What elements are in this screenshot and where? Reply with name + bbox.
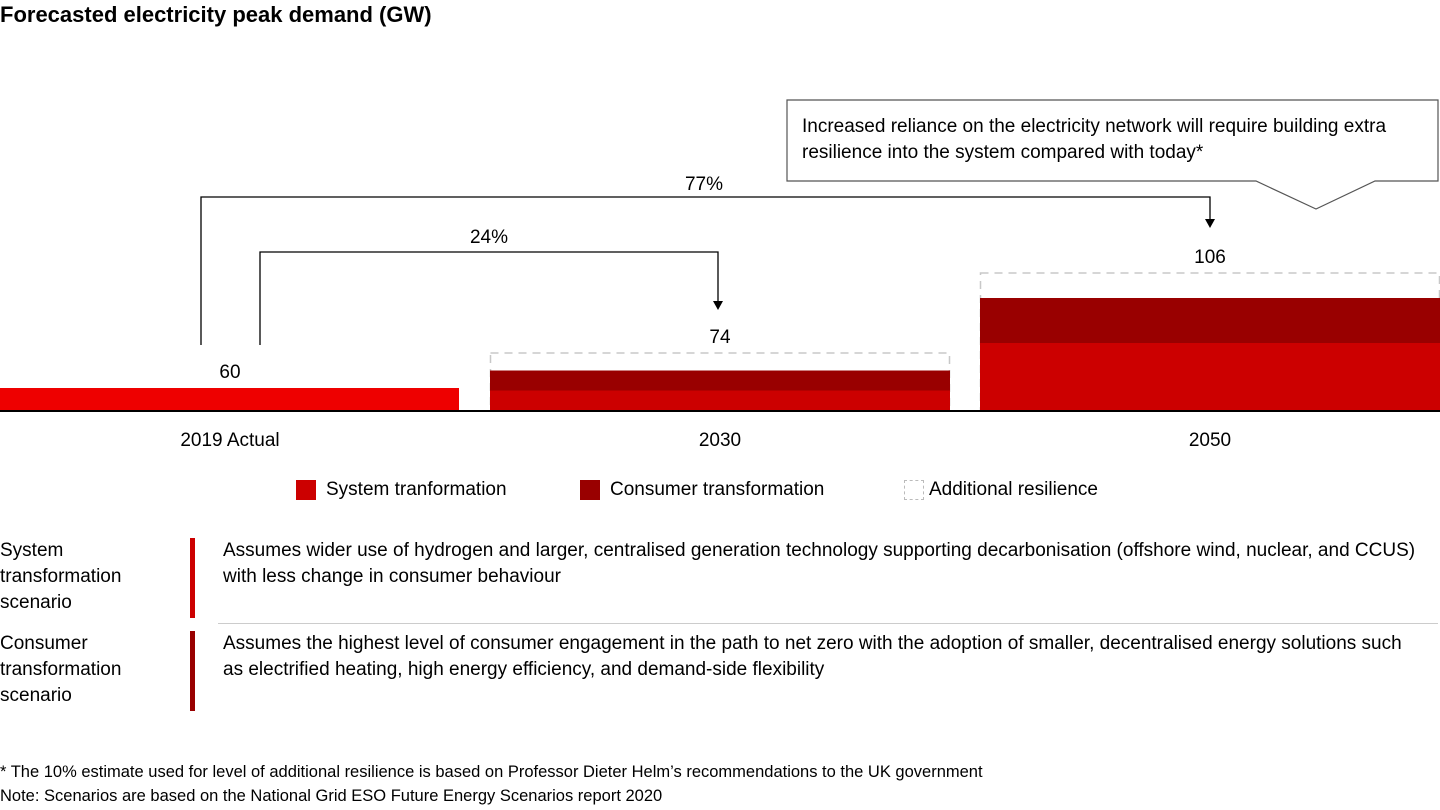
- scenario-label-system: System transformation scenario: [0, 540, 122, 613]
- scenario-label-consumer: Consumer transformation scenario: [0, 633, 122, 706]
- legend-label: Additional resilience: [929, 479, 1098, 500]
- category-label: 2019 Actual: [180, 430, 279, 451]
- callout-bubble: [786, 99, 1439, 210]
- legend-swatch: [296, 480, 316, 500]
- category-label: 2030: [699, 430, 741, 451]
- legend-swatch: [580, 480, 600, 500]
- bar-chart: 60 2019 Actual 74 2030 106 2050 77% 24%: [0, 99, 1440, 451]
- scenario-text-consumer: Assumes the highest level of consumer en…: [223, 633, 1402, 680]
- scenario-text-system: Assumes wider use of hydrogen and larger…: [223, 540, 1416, 587]
- system-bar: [980, 343, 1440, 410]
- growth-label: 77%: [685, 174, 723, 195]
- arrowhead-icon: [1205, 219, 1215, 228]
- divider: [218, 623, 1438, 624]
- category-label: 2050: [1189, 430, 1231, 451]
- legend-item-resilience: Additional resilience: [904, 479, 1098, 501]
- legend-item-system: System tranformation: [296, 479, 507, 501]
- legend-item-consumer: Consumer transformation: [580, 479, 824, 501]
- data-label: 106: [1194, 247, 1226, 268]
- callout-box: Increased reliance on the electricity ne…: [802, 116, 1387, 163]
- growth-label: 24%: [470, 227, 508, 248]
- scenario-color-bar: [190, 631, 195, 711]
- growth-bracket: [200, 196, 1211, 345]
- data-label: 74: [709, 327, 731, 348]
- legend-swatch: [904, 480, 924, 500]
- legend-label: System tranformation: [326, 479, 507, 500]
- legend-label: Consumer transformation: [610, 479, 825, 500]
- chart-title: Forecasted electricity peak demand (GW): [0, 2, 432, 27]
- source-note: Note: Scenarios are based on the Nationa…: [0, 787, 663, 805]
- actual-bar: [0, 388, 459, 410]
- footnote: * The 10% estimate used for level of add…: [0, 763, 983, 781]
- arrowhead-icon: [713, 301, 723, 310]
- system-bar: [490, 390, 950, 410]
- growth-bracket: [259, 251, 719, 345]
- scenario-color-bar: [190, 538, 195, 618]
- data-label: 60: [219, 362, 240, 383]
